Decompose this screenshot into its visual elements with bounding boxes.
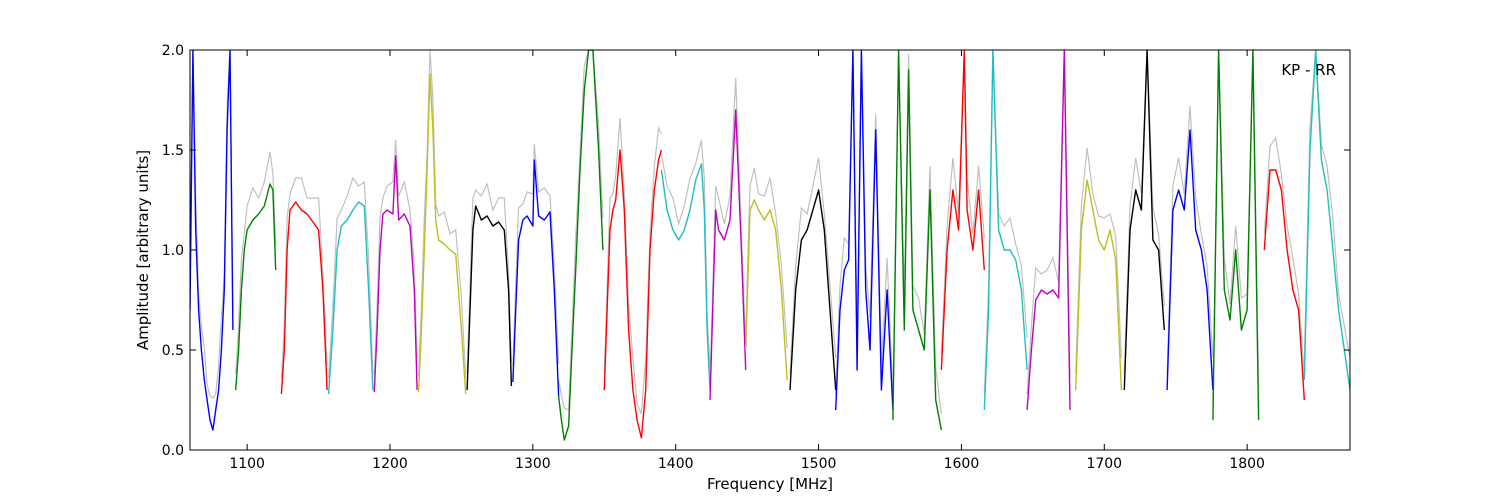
background-trace-21 bbox=[1166, 105, 1214, 375]
background-trace-11 bbox=[709, 77, 747, 385]
background-trace-2 bbox=[280, 177, 328, 379]
background-trace-3 bbox=[328, 176, 374, 379]
series-line-9 bbox=[603, 149, 663, 439]
x-tick-label: 1600 bbox=[944, 456, 980, 472]
y-tick-label: 0.5 bbox=[162, 343, 184, 359]
y-tick-label: 0.0 bbox=[162, 443, 184, 459]
background-trace-13 bbox=[789, 157, 837, 375]
series-line-4 bbox=[373, 155, 418, 393]
series-line-2 bbox=[280, 201, 328, 395]
y-tick-label: 2.0 bbox=[162, 43, 184, 59]
background-trace-4 bbox=[373, 139, 418, 377]
x-tick-label: 1800 bbox=[1229, 456, 1265, 472]
x-tick-label: 1100 bbox=[229, 456, 265, 472]
series-line-10 bbox=[660, 163, 711, 391]
series-line-15 bbox=[892, 50, 943, 431]
background-trace-19 bbox=[1075, 147, 1122, 375]
series-line-17 bbox=[983, 50, 1028, 411]
series-line-0 bbox=[190, 50, 234, 431]
x-tick-label: 1200 bbox=[372, 456, 408, 472]
x-tick-label: 1400 bbox=[658, 456, 694, 472]
y-axis-label: Amplitude [arbitrary units] bbox=[134, 150, 152, 350]
series-line-11 bbox=[709, 109, 747, 401]
series-line-24 bbox=[1303, 50, 1350, 391]
y-tick-label: 1.5 bbox=[162, 143, 184, 159]
background-trace-20 bbox=[1123, 50, 1165, 375]
x-axis-label: Frequency [MHz] bbox=[707, 475, 833, 493]
chart-annotation: KP - RR bbox=[1281, 61, 1336, 79]
series-line-7 bbox=[512, 159, 560, 397]
series-line-16 bbox=[940, 50, 985, 371]
x-tick-label: 1500 bbox=[801, 456, 837, 472]
background-trace-23 bbox=[1263, 136, 1305, 377]
series-line-5 bbox=[417, 73, 467, 395]
series-line-12 bbox=[745, 199, 788, 381]
series-line-22 bbox=[1212, 50, 1260, 421]
background-trace-12 bbox=[745, 167, 788, 349]
background-trace-0 bbox=[190, 50, 234, 399]
background-trace-9 bbox=[603, 117, 662, 415]
background-trace-16 bbox=[940, 50, 985, 355]
series-line-20 bbox=[1123, 50, 1165, 391]
series-line-18 bbox=[1026, 50, 1071, 411]
background-trace-1 bbox=[235, 151, 277, 375]
series-line-3 bbox=[327, 201, 374, 395]
series-line-6 bbox=[466, 205, 513, 391]
series-line-13 bbox=[789, 189, 837, 391]
series-line-1 bbox=[235, 183, 277, 391]
series-line-19 bbox=[1075, 179, 1123, 391]
series-line-21 bbox=[1166, 129, 1214, 391]
series-line-23 bbox=[1263, 169, 1305, 401]
x-tick-label: 1700 bbox=[1086, 456, 1122, 472]
plot-frame bbox=[189, 49, 1351, 451]
y-tick-label: 1.0 bbox=[162, 243, 184, 259]
series-line-8 bbox=[557, 50, 604, 441]
background-trace-24 bbox=[1303, 50, 1350, 365]
series-line-14 bbox=[835, 50, 894, 411]
x-tick-label: 1300 bbox=[515, 456, 551, 472]
background-trace-6 bbox=[466, 182, 512, 375]
